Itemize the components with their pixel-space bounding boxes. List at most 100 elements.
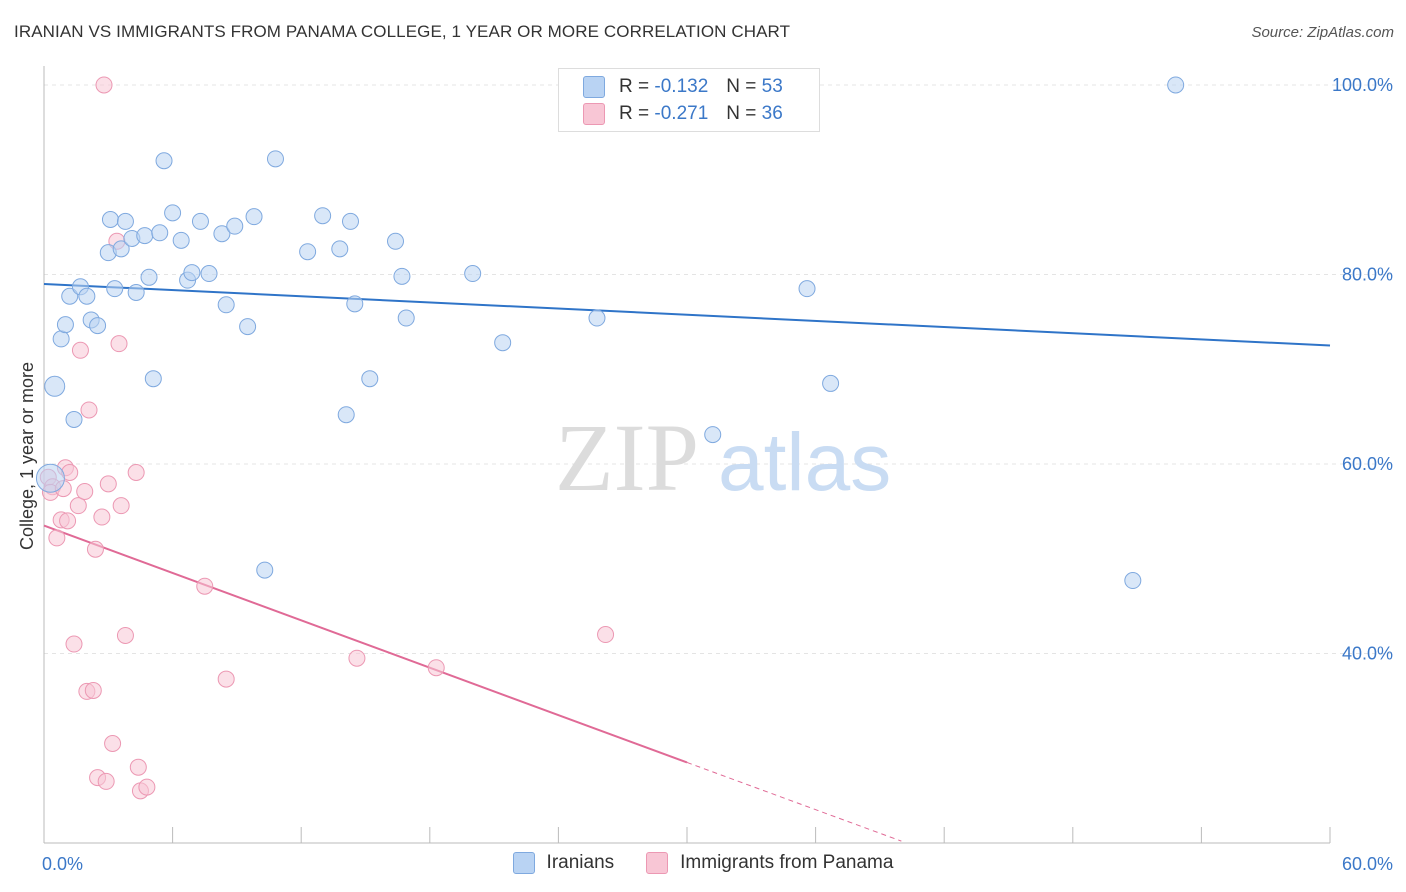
- iranian-point: [183, 264, 201, 282]
- iranian-point: [200, 265, 218, 283]
- y-axis-label: College, 1 year or more: [17, 362, 37, 550]
- iranian-point: [393, 267, 411, 285]
- panama-point: [84, 681, 102, 699]
- iranian-point: [89, 317, 107, 335]
- watermark-atlas: atlas: [718, 417, 891, 508]
- panama-point: [80, 401, 98, 419]
- iranian-point: [1124, 572, 1142, 590]
- iranian-point: [52, 330, 70, 348]
- panama-point: [59, 512, 77, 530]
- iranians-trend-line: [43, 282, 1331, 347]
- panama-point: [597, 626, 615, 644]
- panama-point: [217, 670, 235, 688]
- iranian-points: [35, 76, 1185, 590]
- iranian-point: [213, 225, 231, 243]
- iranian-point: [266, 150, 284, 168]
- y-tick-label: 40.0%: [1342, 643, 1393, 663]
- iranian-point: [361, 370, 379, 388]
- legend-row-panama: R = -0.271 N = 36: [583, 102, 783, 126]
- iranian-point: [314, 207, 332, 225]
- panama-point: [97, 772, 115, 790]
- panama-point: [112, 497, 130, 515]
- legend: R = -0.132 N = 53 R = -0.271 N = 36: [558, 68, 820, 132]
- panama-point: [65, 635, 83, 653]
- iranian-point: [798, 280, 816, 298]
- bottom-legend: Iranians Immigrants from Panama: [0, 852, 1406, 874]
- legend-r-label: R =: [619, 76, 650, 97]
- y-tick-label: 80.0%: [1342, 264, 1393, 284]
- legend-r-label: R =: [619, 103, 650, 124]
- panama-point: [99, 475, 117, 493]
- iranian-point: [822, 374, 840, 392]
- panama-point: [71, 341, 89, 359]
- panama-point: [48, 529, 66, 547]
- iranian-point: [172, 231, 190, 249]
- iranian-point: [144, 370, 162, 388]
- iranian-point: [101, 211, 119, 229]
- iranian-point: [341, 212, 359, 230]
- iranian-point: [56, 316, 74, 334]
- panama-point: [86, 540, 104, 558]
- iranian-point: [239, 318, 257, 336]
- panama-point: [129, 758, 147, 776]
- bottom-legend-label-panama: Immigrants from Panama: [680, 852, 894, 873]
- panama-trend-line-extension: [686, 761, 902, 842]
- trend-lines: [43, 282, 1331, 842]
- iranian-point: [78, 287, 96, 305]
- panama-point: [104, 735, 122, 753]
- panama-point: [95, 76, 113, 94]
- legend-swatch-pink: [583, 103, 605, 125]
- iranian-point: [397, 309, 415, 327]
- panama-points: [39, 76, 615, 800]
- legend-r-value: -0.132: [654, 76, 709, 97]
- iranian-point: [337, 406, 355, 424]
- iranian-point: [464, 265, 482, 283]
- bottom-legend-label-iranians: Iranians: [546, 852, 615, 873]
- iranian-point: [226, 217, 244, 235]
- iranian-point: [191, 212, 209, 230]
- legend-n-value: 53: [761, 76, 783, 97]
- iranian-point: [331, 240, 349, 258]
- panama-point: [196, 577, 214, 595]
- iranian-point: [140, 268, 158, 286]
- iranian-point: [494, 334, 512, 352]
- iranian-point: [217, 296, 235, 314]
- bottom-legend-iranians: Iranians: [512, 852, 615, 874]
- watermark-zip: ZIP: [555, 404, 699, 511]
- legend-n-label: N =: [726, 103, 757, 124]
- y-tick-label: 60.0%: [1342, 454, 1393, 474]
- iranian-point: [127, 283, 145, 301]
- iranian-point: [112, 240, 130, 258]
- iranian-point: [106, 280, 124, 298]
- x-tick-label: 60.0%: [1342, 854, 1393, 874]
- bottom-legend-swatch-pink: [646, 852, 669, 874]
- iranian-point: [35, 463, 65, 493]
- iranian-point: [1167, 76, 1185, 94]
- y-tick-label: 100.0%: [1332, 75, 1393, 95]
- panama-point: [138, 778, 156, 796]
- iranian-point: [346, 295, 364, 313]
- iranian-point: [256, 561, 274, 579]
- panama-point: [116, 626, 134, 644]
- iranian-point: [61, 287, 79, 305]
- panama-point: [348, 649, 366, 667]
- x-tick-label: 0.0%: [42, 854, 83, 874]
- legend-n-label: N =: [726, 76, 757, 97]
- grid-lines: [44, 84, 1392, 654]
- iranian-point: [245, 208, 263, 226]
- bottom-legend-panama: Immigrants from Panama: [646, 852, 893, 874]
- panama-trend-line: [43, 524, 688, 764]
- iranian-point: [136, 227, 154, 245]
- panama-point: [76, 482, 94, 500]
- iranian-point: [116, 212, 134, 230]
- source-label: Source: ZipAtlas.com: [1251, 24, 1394, 41]
- iranian-point: [155, 152, 173, 170]
- iranian-point: [704, 426, 722, 444]
- panama-point: [127, 464, 145, 482]
- iranian-point: [387, 232, 405, 250]
- legend-row-iranians: R = -0.132 N = 53: [583, 75, 783, 99]
- iranian-point: [65, 410, 83, 428]
- legend-swatch-blue: [583, 76, 605, 98]
- iranian-point: [588, 309, 606, 327]
